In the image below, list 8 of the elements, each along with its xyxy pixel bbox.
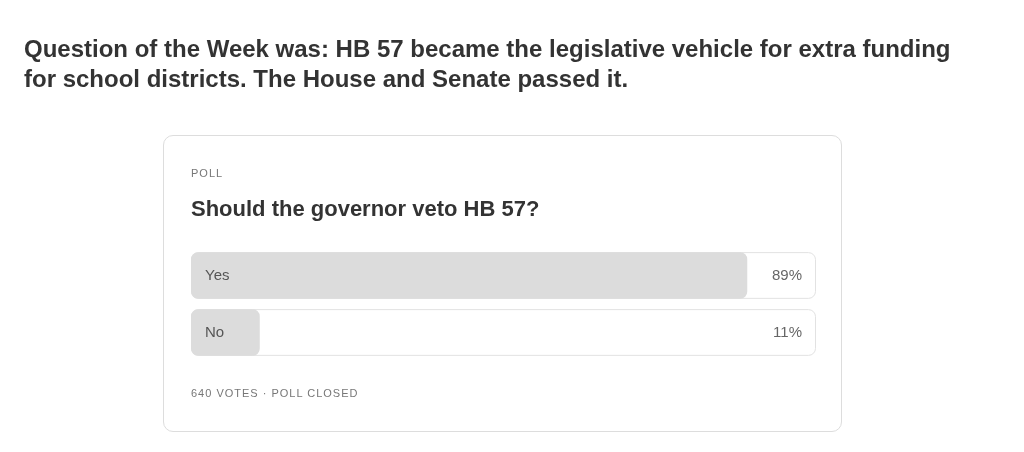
data-label: 89% bbox=[771, 265, 802, 283]
y-tick-label: Yes bbox=[205, 265, 230, 283]
chart-title: Question of the Week was: HB 57 became the legislative vehicle for extra funding for school districts. The House and Senate passed it. bbox=[24, 34, 952, 94]
text: POLL bbox=[191, 167, 224, 179]
data-label: 11% bbox=[773, 322, 802, 340]
y-tick-label: No bbox=[205, 322, 225, 340]
text: 640 VOTES · POLL CLOSED bbox=[191, 387, 359, 399]
chart-subtitle: Should the governor veto HB 57? bbox=[191, 196, 540, 222]
